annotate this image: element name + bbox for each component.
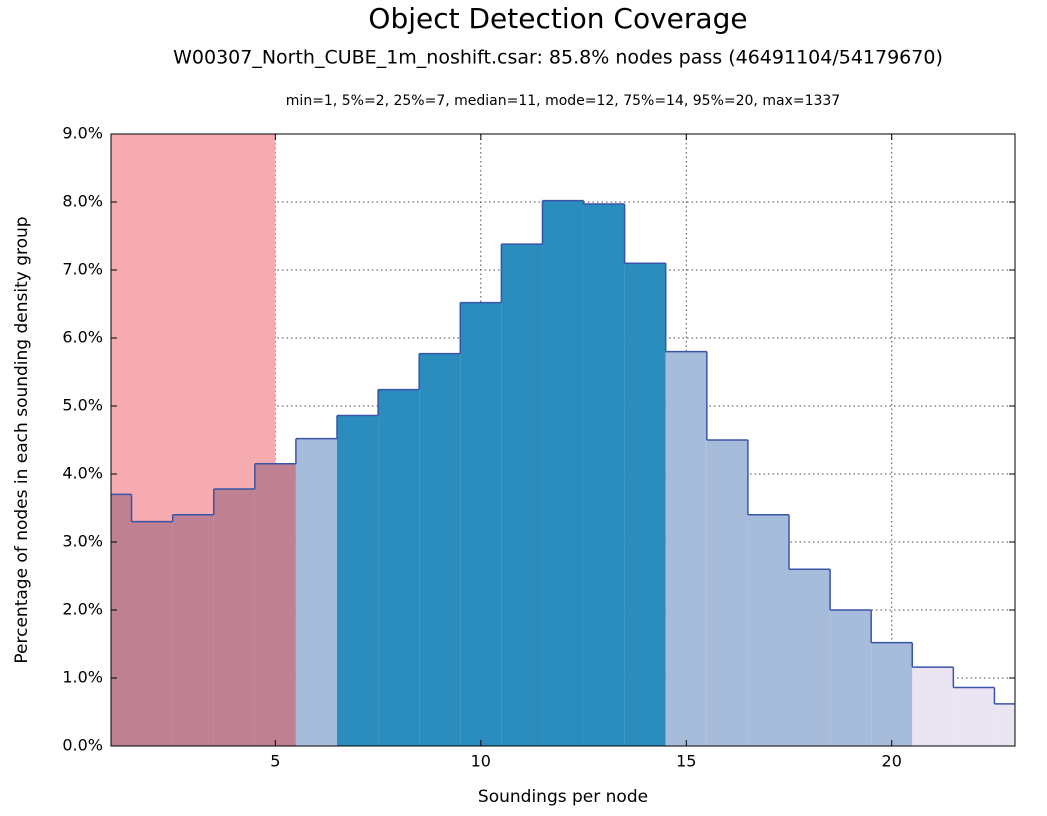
bar — [830, 610, 872, 746]
y-tick-label: 2.0% — [62, 600, 103, 619]
y-tick-label: 7.0% — [62, 260, 103, 279]
bar — [747, 514, 789, 746]
bar — [665, 351, 707, 746]
plot-frame — [110, 133, 1016, 747]
y-tick-label: 8.0% — [62, 192, 103, 211]
bar — [172, 514, 214, 746]
bar — [871, 642, 913, 746]
subtitle: W00307_North_CUBE_1m_noshift.csar: 85.8%… — [173, 47, 943, 69]
bar — [583, 204, 625, 746]
y-tick-label: 4.0% — [62, 464, 103, 483]
y-tick-label: 9.0% — [62, 124, 103, 143]
bar — [953, 687, 995, 746]
y-tick-label: 3.0% — [62, 532, 103, 551]
bar — [254, 463, 296, 746]
bar — [213, 488, 255, 746]
bar — [419, 353, 461, 746]
y-tick-label: 1.0% — [62, 668, 103, 687]
x-tick-label: 15 — [676, 752, 696, 771]
bar — [378, 389, 420, 746]
bar — [501, 244, 543, 746]
bar — [706, 440, 748, 746]
y-tick-label: 0.0% — [62, 736, 103, 755]
bar — [337, 415, 379, 746]
bar — [295, 438, 337, 746]
bar — [994, 703, 1015, 746]
y-tick-label: 6.0% — [62, 328, 103, 347]
x-axis-label: Soundings per node — [478, 787, 648, 807]
plot-area — [111, 134, 1015, 746]
y-axis-label: Percentage of nodes in each sounding den… — [12, 216, 32, 663]
chart-title: Object Detection Coverage — [368, 2, 747, 35]
x-tick-label: 5 — [270, 752, 280, 771]
x-tick-label: 10 — [471, 752, 491, 771]
bar — [789, 569, 831, 746]
x-tick-label: 20 — [882, 752, 902, 771]
bar — [542, 200, 584, 746]
annotation: min=1, 5%=2, 25%=7, median=11, mode=12, … — [286, 93, 840, 109]
bar — [111, 494, 132, 746]
bar — [912, 667, 954, 746]
bar — [131, 521, 173, 746]
y-tick-label: 5.0% — [62, 396, 103, 415]
bar — [460, 302, 502, 746]
bar — [624, 263, 666, 746]
